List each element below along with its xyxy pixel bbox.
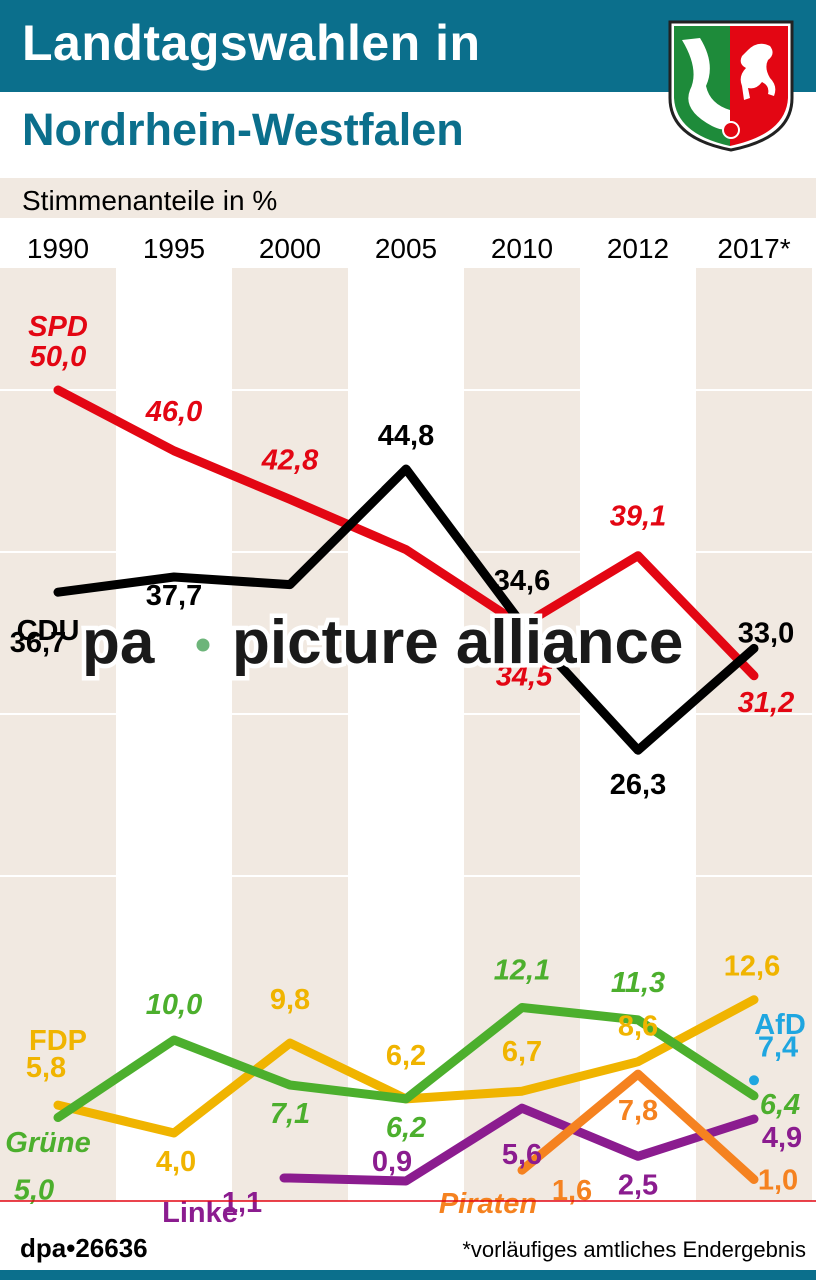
page-subtitle: Nordrhein-Westfalen xyxy=(22,104,464,155)
bottom-strip xyxy=(0,1270,816,1280)
data-label-fdp: 12,6 xyxy=(724,951,780,983)
x-tick-label: 1990 xyxy=(27,233,89,264)
data-label-fdp: 5,8 xyxy=(26,1052,66,1084)
series-line-cdu xyxy=(53,464,759,755)
svg-text:picture alliance: picture alliance xyxy=(232,608,683,677)
series-name-spd: SPD xyxy=(28,311,88,343)
data-label-grüne: 10,0 xyxy=(146,989,202,1021)
data-label-grüne: 7,1 xyxy=(270,1098,310,1130)
data-label-cdu: 44,8 xyxy=(378,420,434,452)
x-tick-label: 1995 xyxy=(143,233,205,264)
series-name-piraten: Piraten xyxy=(439,1188,537,1220)
unit-label: Stimmenanteile in % xyxy=(22,185,277,216)
data-label-linke: 0,9 xyxy=(372,1146,412,1178)
svg-text:pa: pa xyxy=(82,608,155,677)
data-label-fdp: 6,7 xyxy=(502,1036,542,1068)
x-tick-label: 2005 xyxy=(375,233,437,264)
nrw-coat-of-arms-icon xyxy=(668,20,794,152)
data-label-linke: 5,6 xyxy=(502,1139,542,1171)
data-label-spd: 34,5 xyxy=(496,661,553,693)
series-line-linke xyxy=(279,1103,759,1186)
x-tick-label: 2010 xyxy=(491,233,553,264)
source-credit: dpa•26636 xyxy=(20,1233,148,1263)
series-name-grüne: Grüne xyxy=(5,1127,90,1159)
series-name-afd: AfD xyxy=(754,1009,806,1041)
data-label-piraten: 7,8 xyxy=(618,1095,658,1127)
series-name-fdp: FDP xyxy=(29,1025,87,1057)
footnote: *vorläufiges amtliches Endergebnis xyxy=(462,1237,806,1262)
watermark: pa picture alliance xyxy=(78,604,688,682)
data-label-linke: 2,5 xyxy=(618,1169,658,1201)
x-tick-label: 2000 xyxy=(259,233,321,264)
data-label-spd: 31,2 xyxy=(738,687,794,719)
series-line-piraten xyxy=(517,1069,759,1184)
data-label-linke: 4,9 xyxy=(762,1122,802,1154)
data-label-fdp: 9,8 xyxy=(270,984,310,1016)
data-label-afd: 7,4 xyxy=(758,1031,798,1063)
data-label-spd: 50,0 xyxy=(30,341,86,373)
data-label-spd: 42,8 xyxy=(261,444,319,476)
column-band xyxy=(696,268,812,1201)
series-name-linke: Linke xyxy=(162,1197,238,1229)
data-label-cdu: 26,3 xyxy=(610,769,666,801)
data-label-piraten: 1,0 xyxy=(758,1165,798,1197)
data-label-grüne: 6,4 xyxy=(760,1089,800,1121)
data-label-spd: 39,1 xyxy=(610,501,666,533)
data-label-cdu: 34,6 xyxy=(494,565,550,597)
data-label-fdp: 8,6 xyxy=(618,1011,658,1043)
series-point-afd xyxy=(749,1075,759,1086)
data-label-grüne: 6,2 xyxy=(386,1112,426,1144)
column-band xyxy=(0,268,116,1201)
data-label-grüne: 12,1 xyxy=(494,954,550,986)
data-label-fdp: 6,2 xyxy=(386,1040,426,1072)
data-label-cdu: 33,0 xyxy=(738,617,794,649)
page-title: Landtagswahlen in xyxy=(22,15,481,71)
header-band xyxy=(0,178,816,218)
watermark-dot-icon xyxy=(193,635,213,655)
data-label-cdu: 37,7 xyxy=(146,580,202,612)
data-label-cdu: 36,7 xyxy=(10,627,66,659)
data-label-linke: 1,1 xyxy=(222,1187,262,1219)
data-label-piraten: 1,6 xyxy=(552,1175,592,1207)
data-label-spd: 46,0 xyxy=(145,396,202,428)
x-tick-label: 2012 xyxy=(607,233,669,264)
data-label-grüne: 11,3 xyxy=(611,967,665,999)
data-label-fdp: 4,0 xyxy=(156,1146,196,1178)
series-line-spd xyxy=(53,385,759,681)
series-line-grüne xyxy=(53,1003,759,1122)
column-band xyxy=(464,268,580,1201)
x-tick-label: 2017* xyxy=(717,233,790,264)
series-name-cdu: CDU xyxy=(17,615,80,647)
